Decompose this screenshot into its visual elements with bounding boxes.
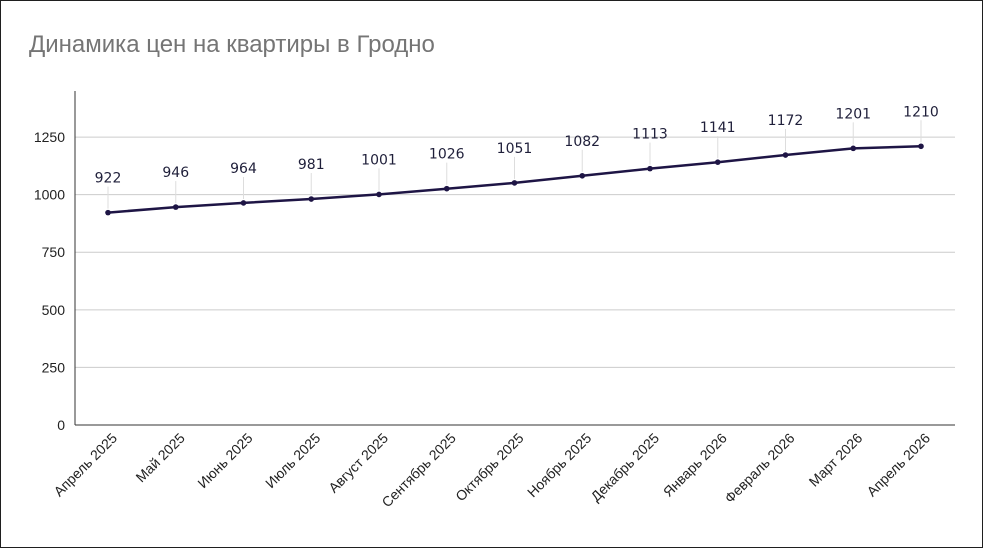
x-tick-2: Июнь 2025 [194,430,255,491]
data-label-5: 1026 [429,147,465,163]
data-point-10 [782,152,789,158]
data-labels: 922 946 964 981 1001 1026 1051 1082 1113 1141 1172… [95,104,939,186]
axes [74,91,955,426]
data-label-0: 922 [95,171,122,187]
data-label-8: 1113 [632,127,668,143]
data-label-6: 1051 [497,141,533,157]
x-tick-5: Сентябрь 2025 [378,430,459,511]
x-tick-4: Август 2025 [325,430,391,496]
y-tick-750: 750 [42,244,66,260]
data-point-5 [443,185,450,192]
data-label-9: 1141 [700,120,736,136]
data-label-2: 964 [230,161,257,177]
data-label-1: 946 [162,165,189,181]
data-point-3 [308,196,315,202]
x-tick-9: Январь 2026 [660,430,730,500]
data-label-12: 1210 [903,104,939,120]
data-point-0 [105,209,111,216]
x-tick-8: Декабрь 2025 [587,430,662,505]
x-tick-3: Июль 2025 [262,430,323,491]
y-tick-1250: 1250 [34,129,65,145]
data-label-10: 1172 [768,113,804,129]
data-point-11 [850,145,857,152]
x-tick-11: Март 2026 [806,430,866,490]
data-label-7: 1082 [564,134,600,150]
data-point-9 [714,159,721,165]
chart-title: Динамика цен на квартиры в Гродно [29,31,435,58]
data-point-8 [647,165,653,172]
x-tick-10: Февраль 2026 [721,430,797,506]
x-tick-12: Апрель 2026 [863,430,933,500]
data-label-3: 981 [298,157,325,173]
y-tick-500: 500 [42,302,66,318]
y-tick-0: 0 [57,417,65,433]
data-point-6 [511,180,518,186]
x-tick-0: Апрель 2025 [50,430,120,500]
data-point-1 [172,204,179,210]
x-tick-labels: Апрель 2025 Май 2025 Июнь 2025 Июль 2025 Авг… [50,430,933,511]
y-tick-250: 250 [42,359,66,375]
gridlines [75,136,955,368]
x-tick-6: Октябрь 2025 [452,430,527,505]
y-tick-labels: 0 250 500 750 1000 1250 [34,129,65,433]
x-tick-1: Май 2025 [132,430,188,486]
data-point-2 [240,200,247,206]
y-tick-1000: 1000 [34,187,65,203]
data-points [105,143,924,216]
data-point-12 [918,143,924,150]
data-label-11: 1201 [835,106,871,122]
data-point-4 [376,191,382,198]
x-tick-7: Ноябрь 2025 [524,430,595,501]
data-label-4: 1001 [361,152,397,168]
data-label-leaders [107,120,922,209]
data-point-7 [579,172,586,179]
